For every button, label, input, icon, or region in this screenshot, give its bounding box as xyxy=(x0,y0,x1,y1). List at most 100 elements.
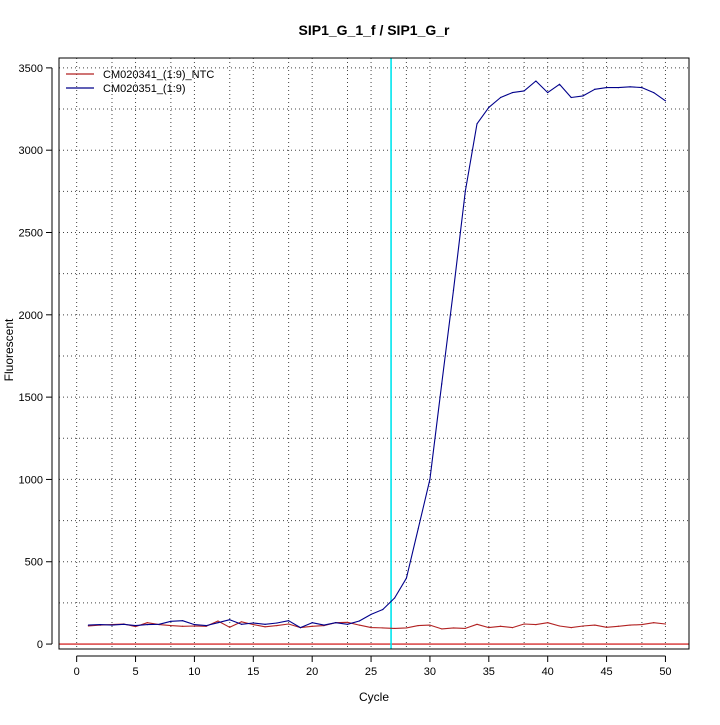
data-point xyxy=(205,625,207,627)
data-point xyxy=(252,622,254,624)
x-tick-label: 45 xyxy=(600,666,612,678)
plot-frame xyxy=(58,57,690,650)
data-series xyxy=(87,80,667,630)
data-point xyxy=(570,96,572,99)
x-tick-label: 40 xyxy=(542,666,554,678)
data-point xyxy=(217,620,219,622)
data-point xyxy=(358,624,360,626)
data-point xyxy=(323,624,325,626)
data-point xyxy=(664,623,667,625)
data-point xyxy=(547,91,549,94)
y-axis-label: Fluorescent xyxy=(2,318,16,381)
data-point xyxy=(240,621,243,623)
data-point xyxy=(182,620,184,622)
x-tick-label: 30 xyxy=(424,666,436,678)
data-point xyxy=(358,620,360,622)
data-point xyxy=(594,88,596,90)
x-tick-label: 35 xyxy=(483,666,495,678)
data-point xyxy=(441,383,443,385)
data-point xyxy=(617,87,619,89)
data-point xyxy=(370,626,372,629)
y-tick-label: 1000 xyxy=(19,474,43,486)
data-point xyxy=(299,626,302,629)
chart-title: SIP1_G_1_f / SIP1_G_r xyxy=(299,22,451,38)
data-point xyxy=(653,91,655,94)
data-point xyxy=(170,620,172,622)
data-point xyxy=(547,622,549,624)
data-point xyxy=(134,626,137,628)
data-point xyxy=(664,100,667,102)
data-point xyxy=(594,624,596,626)
x-tick-label: 50 xyxy=(659,666,671,678)
data-point xyxy=(382,608,384,611)
x-tick-label: 25 xyxy=(365,666,377,678)
legend-label: CM020341_(1:9)_NTC xyxy=(103,69,214,81)
data-point xyxy=(582,625,584,627)
data-point xyxy=(182,625,184,627)
data-point xyxy=(264,623,266,625)
data-point xyxy=(417,625,419,627)
data-point xyxy=(346,623,349,625)
data-point xyxy=(311,622,313,624)
data-point xyxy=(276,625,278,627)
data-point xyxy=(523,90,525,92)
data-point xyxy=(476,123,478,125)
y-tick-label: 0 xyxy=(37,639,43,651)
y-axis: 0 500 1000 1500 2000 2500 3000 3500 xyxy=(19,63,53,651)
data-point xyxy=(629,624,631,626)
data-point xyxy=(429,478,431,481)
x-tick-label: 10 xyxy=(188,666,200,678)
data-point xyxy=(605,626,608,628)
y-tick-label: 3000 xyxy=(19,145,43,157)
x-tick-label: 20 xyxy=(306,666,318,678)
data-point xyxy=(99,624,101,626)
data-point xyxy=(346,621,349,623)
data-point xyxy=(558,625,561,627)
data-point xyxy=(535,624,537,626)
data-point xyxy=(87,624,90,626)
data-point xyxy=(264,626,266,628)
data-point xyxy=(276,622,278,624)
y-tick-label: 3500 xyxy=(19,63,43,75)
y-tick-label: 2500 xyxy=(19,228,43,240)
y-tick-label: 1500 xyxy=(19,392,43,404)
data-point xyxy=(252,624,254,626)
y-tick-label: 2000 xyxy=(19,310,43,322)
data-point xyxy=(134,625,137,627)
data-point xyxy=(570,626,572,629)
data-point xyxy=(146,622,148,624)
data-point xyxy=(488,106,490,108)
data-point xyxy=(476,623,478,625)
data-point xyxy=(146,624,148,626)
data-point xyxy=(582,95,584,97)
data-point xyxy=(464,627,466,630)
data-point xyxy=(488,626,490,629)
x-tick-label: 15 xyxy=(247,666,259,678)
data-point xyxy=(641,87,643,89)
series-2 xyxy=(87,80,667,629)
x-tick-label: 0 xyxy=(74,666,80,678)
legend-label: CM020351_(1:9) xyxy=(103,83,186,95)
data-point xyxy=(240,623,243,625)
series-line xyxy=(88,620,666,630)
data-point xyxy=(452,289,455,291)
data-point xyxy=(641,624,643,626)
data-point xyxy=(629,86,631,88)
series-1 xyxy=(87,620,667,630)
data-point xyxy=(370,613,372,616)
data-point xyxy=(535,80,537,82)
data-point xyxy=(193,624,196,626)
data-point xyxy=(499,96,502,99)
data-point xyxy=(229,626,231,628)
x-axis-label: Cycle xyxy=(359,690,389,704)
data-point xyxy=(87,625,90,627)
legend: CM020341_(1:9)_NTC CM020351_(1:9) xyxy=(66,69,214,95)
data-point xyxy=(452,627,455,629)
data-point xyxy=(558,83,561,85)
data-point xyxy=(394,597,396,599)
data-point xyxy=(653,622,655,624)
data-point xyxy=(217,622,219,624)
reference-lines xyxy=(59,58,689,649)
data-point xyxy=(511,626,513,629)
